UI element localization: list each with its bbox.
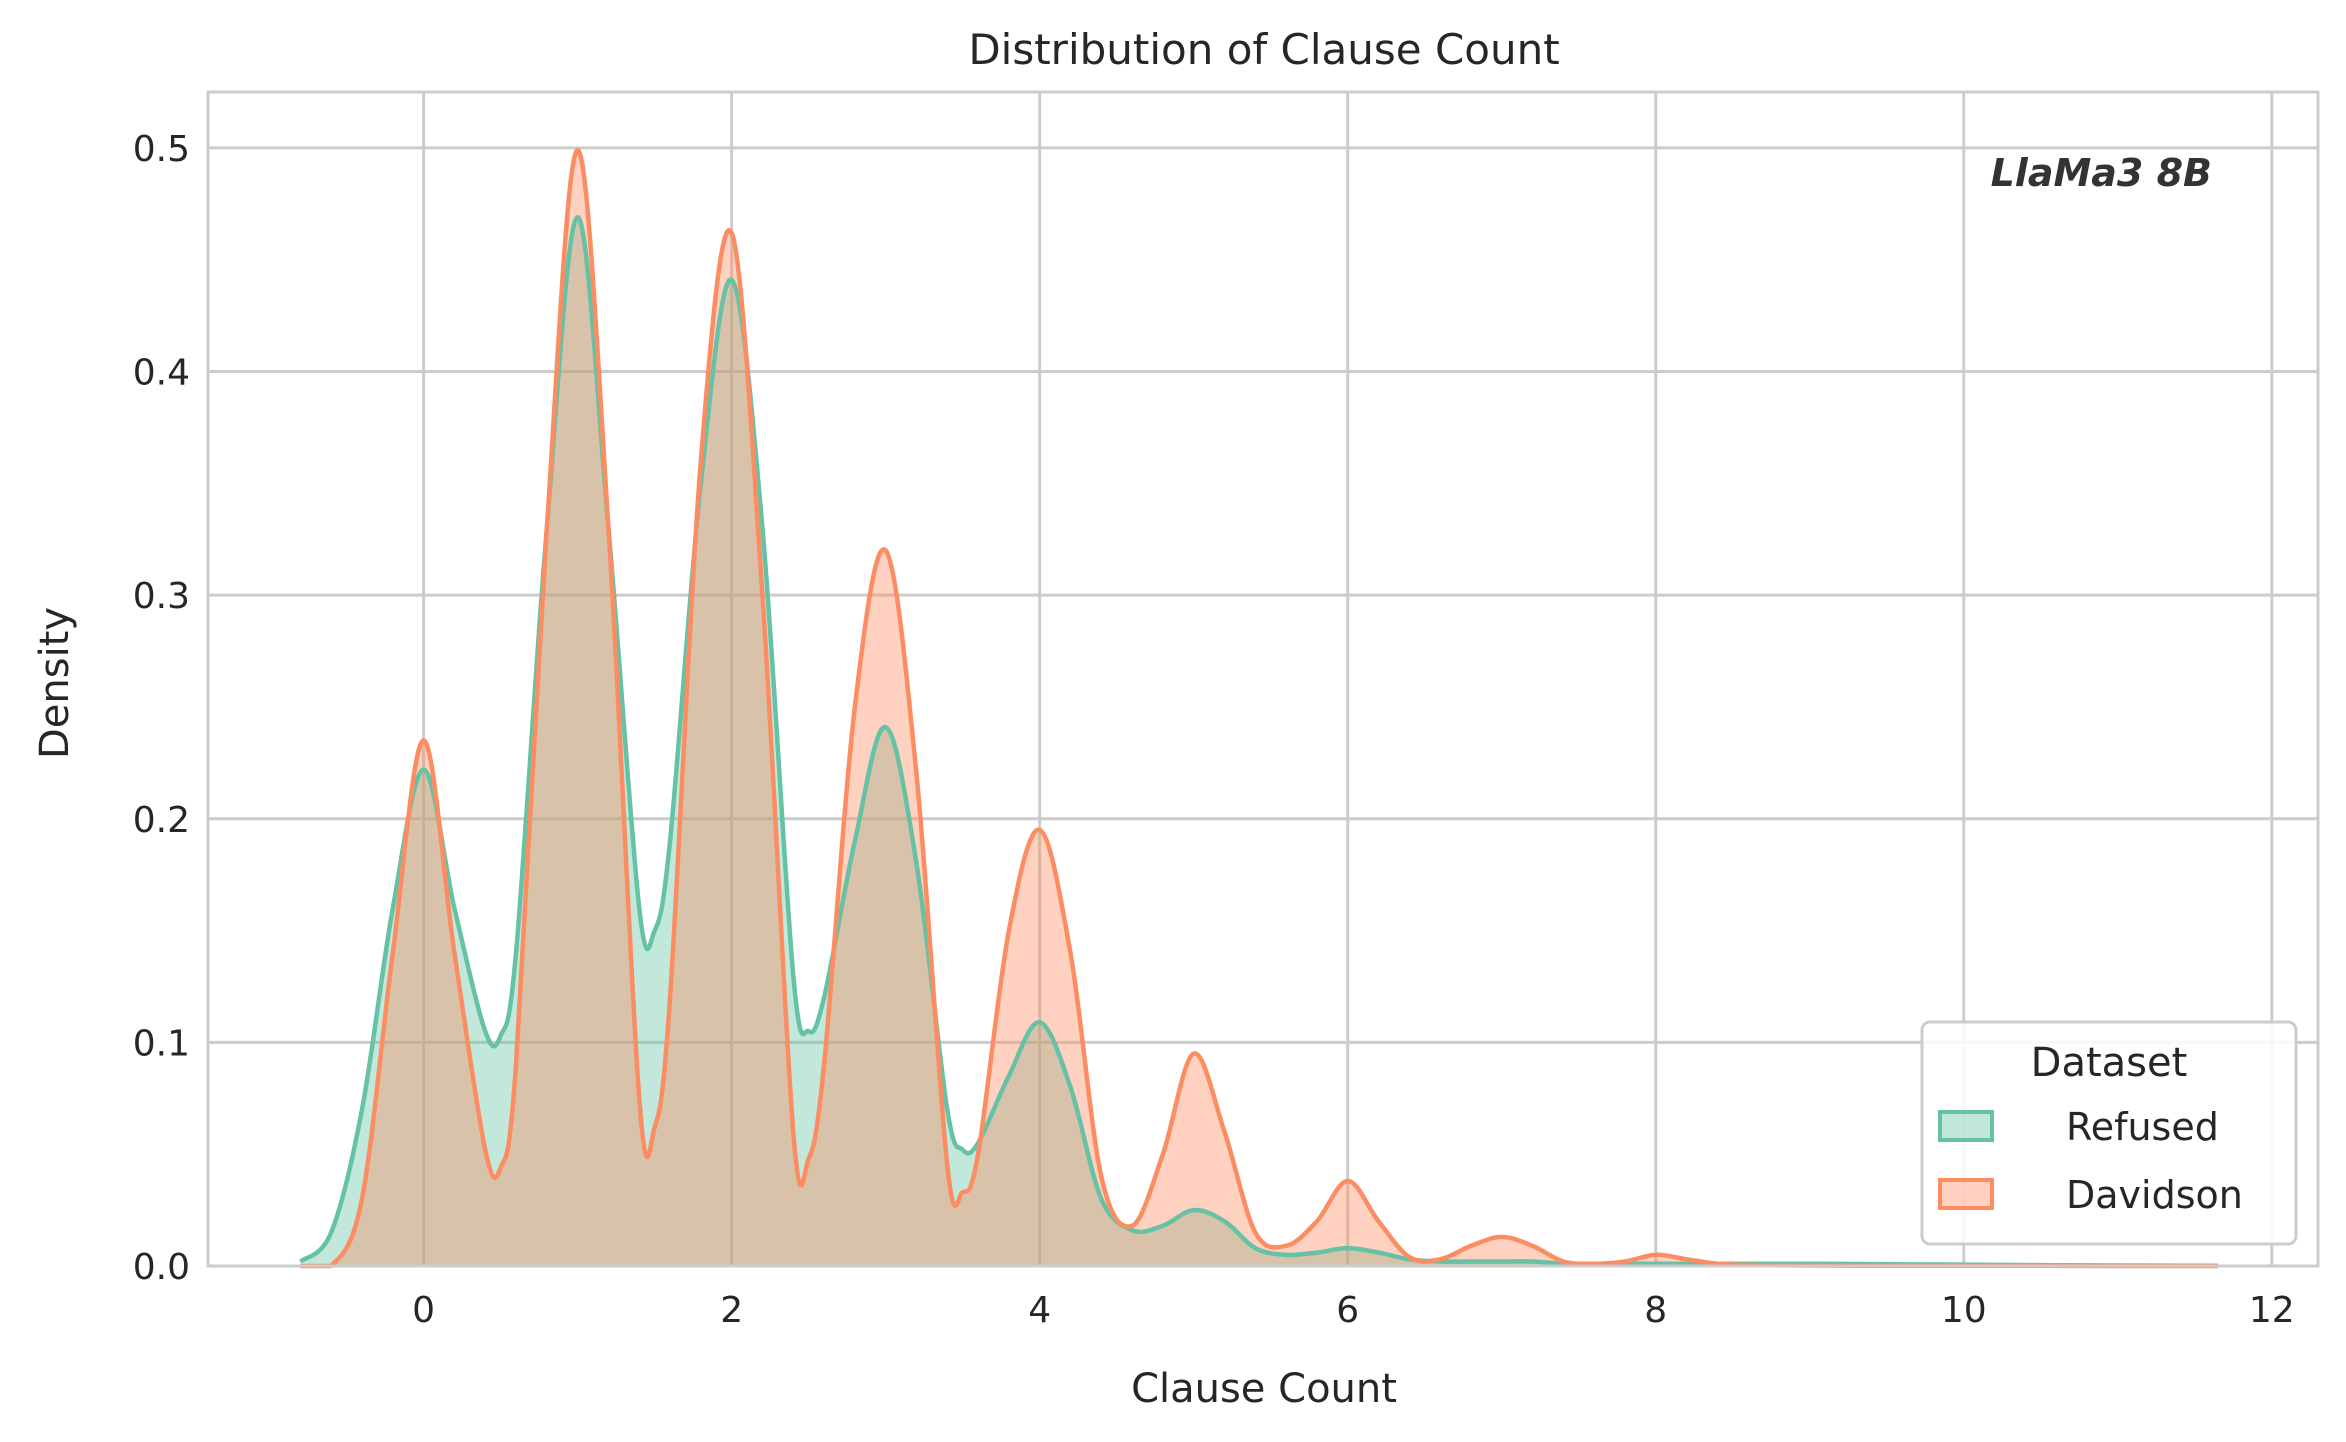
y-tick-label: 0.4 <box>133 353 190 394</box>
density-line-davidson <box>300 147 2218 1269</box>
x-tick-label: 4 <box>1028 1290 1051 1331</box>
density-areas <box>300 150 2218 1267</box>
legend: Dataset Refused Davidson <box>1920 1020 2298 1246</box>
legend-title: Dataset <box>2031 1040 2188 1086</box>
legend-swatch-davidson <box>1938 1178 1994 1210</box>
legend-label-davidson: Davidson <box>2066 1173 2243 1217</box>
plot-frame <box>206 90 2320 1268</box>
x-tick-label: 10 <box>1941 1290 1987 1331</box>
x-tick-label: 6 <box>1336 1290 1359 1331</box>
x-tick-label: 12 <box>2249 1290 2295 1331</box>
y-tick-labels: 0.0 0.1 0.2 0.3 0.4 0.5 <box>133 129 190 1288</box>
y-axis-title: Density <box>32 607 78 759</box>
density-area-davidson <box>300 150 2218 1266</box>
x-tick-label: 2 <box>720 1290 743 1331</box>
x-axis-title: Clause Count <box>1131 1366 1397 1412</box>
y-tick-label: 0.2 <box>133 800 190 841</box>
density-lines <box>298 147 2218 1269</box>
y-tick-label: 0.1 <box>133 1023 190 1064</box>
legend-label-refused: Refused <box>2066 1105 2219 1149</box>
x-tick-labels: 0 2 4 6 8 10 12 <box>412 1290 2295 1331</box>
y-tick-label: 0.0 <box>133 1247 190 1288</box>
y-tick-label: 0.3 <box>133 576 190 617</box>
model-annotation: LlaMa3 8B <box>1991 151 2212 195</box>
density-area-refused <box>300 217 2218 1267</box>
y-tick-label: 0.5 <box>133 129 190 170</box>
legend-box <box>1920 1020 2298 1246</box>
x-tick-label: 0 <box>412 1290 435 1331</box>
x-tick-label: 8 <box>1644 1290 1667 1331</box>
legend-swatch-refused <box>1938 1110 1994 1142</box>
chart-title: Distribution of Clause Count <box>968 25 1559 74</box>
